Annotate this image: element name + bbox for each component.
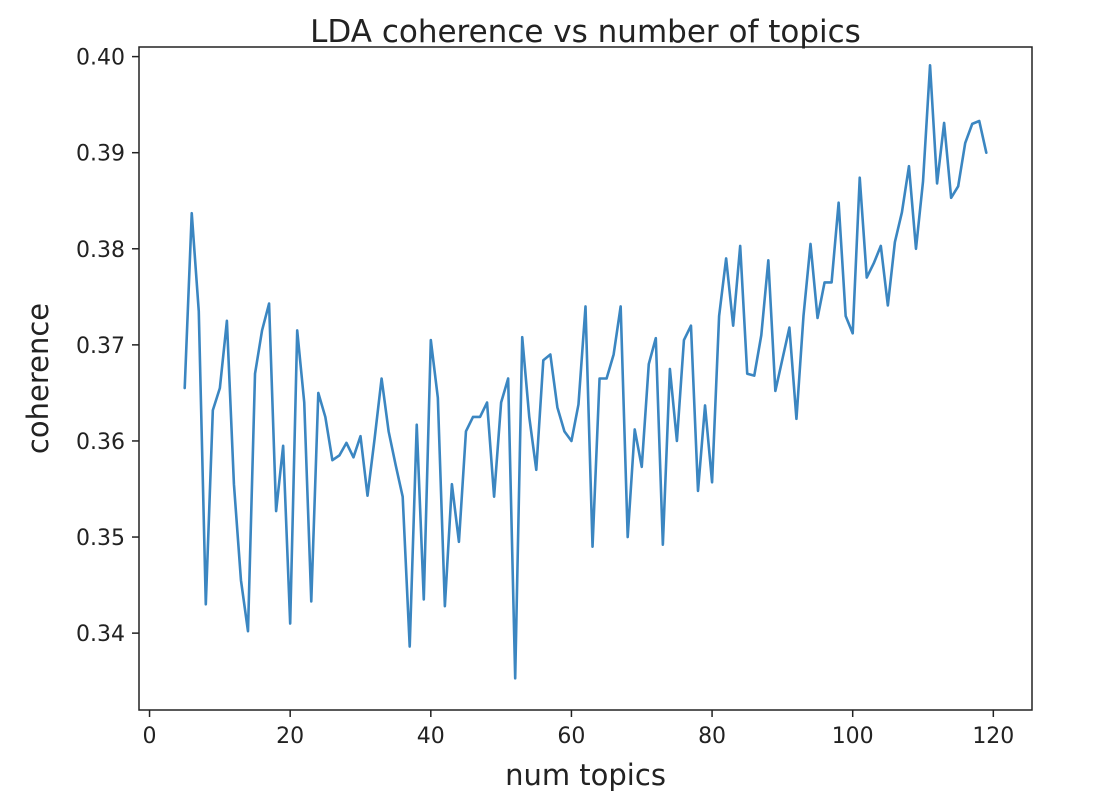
y-axis-label: coherence (21, 303, 55, 454)
y-tick-label: 0.38 (76, 238, 125, 263)
y-tick-label: 0.34 (76, 622, 125, 647)
x-tick-label: 40 (417, 724, 445, 749)
y-tick-label: 0.36 (76, 430, 125, 455)
x-axis-label: num topics (505, 758, 666, 792)
plot-area: 0 20 40 60 80 100 120 0.34 0.35 0.36 0.37 0.38 0.39 0… (76, 46, 1033, 749)
series-line (183, 63, 988, 680)
y-tick-label: 0.37 (76, 334, 125, 359)
x-tick-label: 80 (698, 724, 726, 749)
chart-title: LDA coherence vs number of topics (310, 14, 861, 50)
y-tick-label: 0.39 (76, 142, 125, 167)
x-tick-label: 100 (832, 724, 874, 749)
y-tick-label: 0.35 (76, 526, 125, 551)
y-tick-label: 0.40 (76, 46, 125, 71)
x-tick-label: 0 (143, 724, 157, 749)
x-tick-label: 60 (557, 724, 585, 749)
x-tick-label: 20 (276, 724, 304, 749)
x-tick-label: 120 (972, 724, 1014, 749)
plot-frame (138, 46, 1033, 711)
